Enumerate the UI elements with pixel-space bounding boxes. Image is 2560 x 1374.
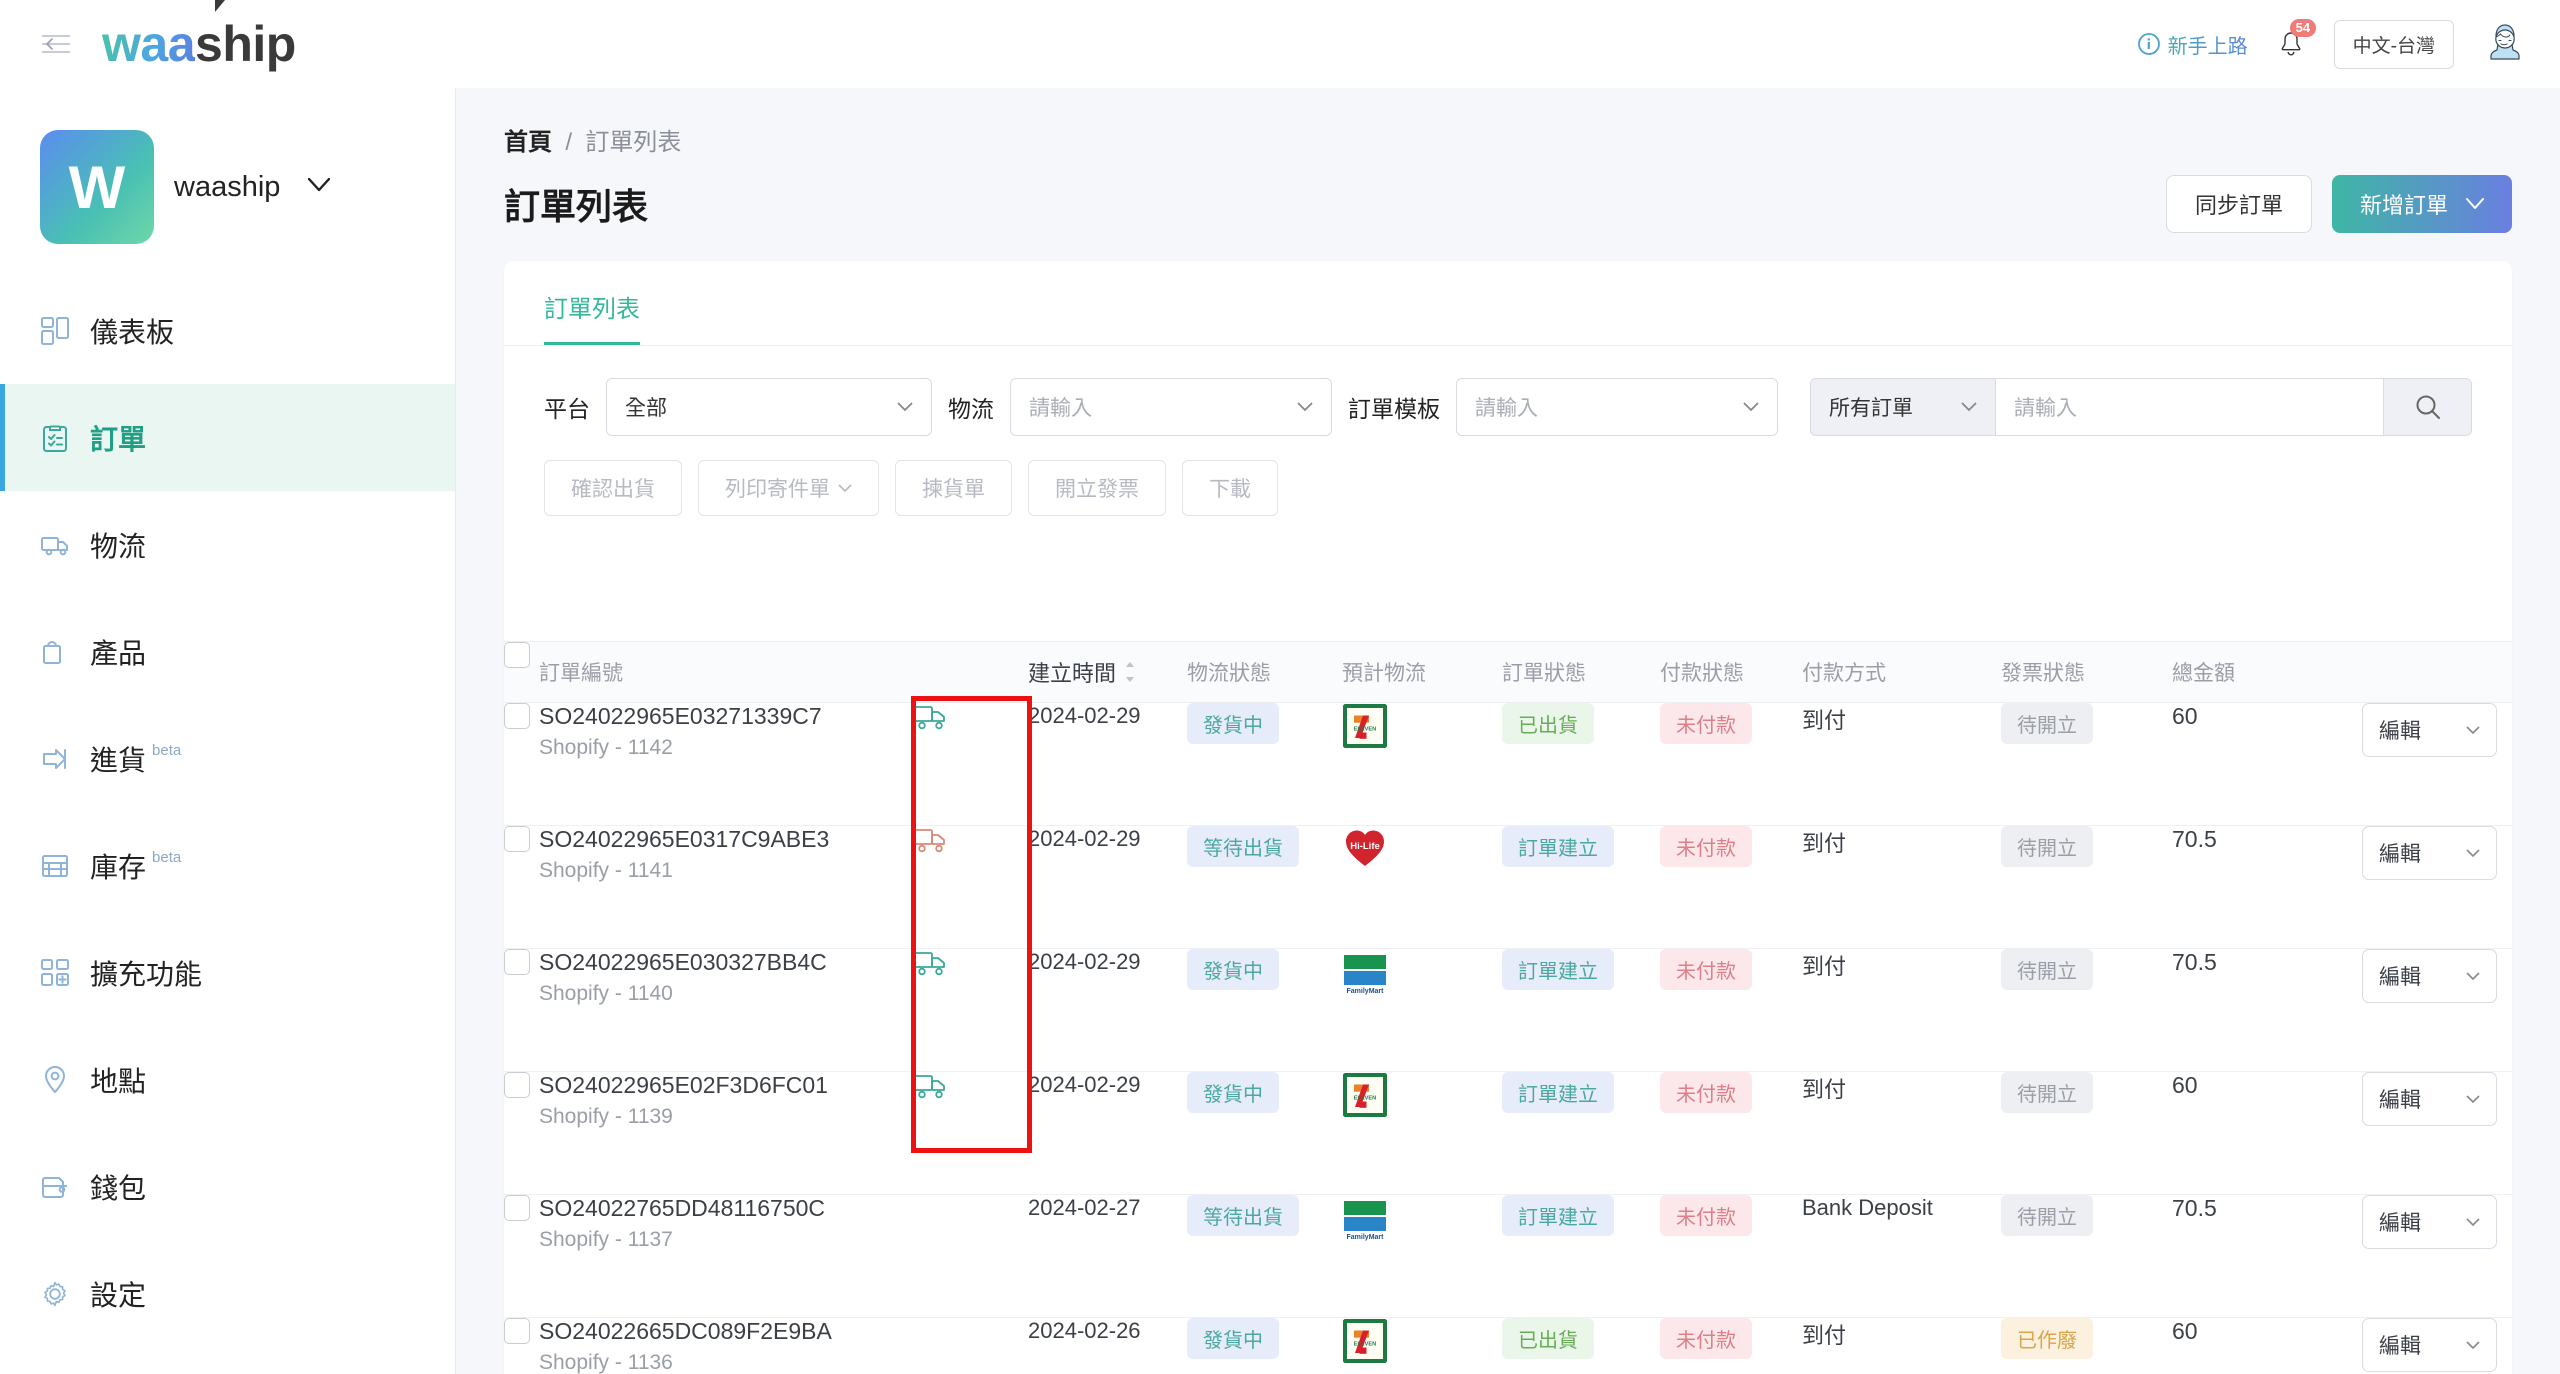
svg-text:ELEVEN: ELEVEN [1354,1095,1376,1101]
svg-text:Hi-Life: Hi-Life [1350,841,1380,852]
svg-text:ELEVEN: ELEVEN [1354,726,1376,732]
svg-text:FamilyMart: FamilyMart [1347,1234,1385,1241]
svg-text:FamilyMart: FamilyMart [1347,988,1385,995]
svg-text:ELEVEN: ELEVEN [1354,1341,1376,1347]
